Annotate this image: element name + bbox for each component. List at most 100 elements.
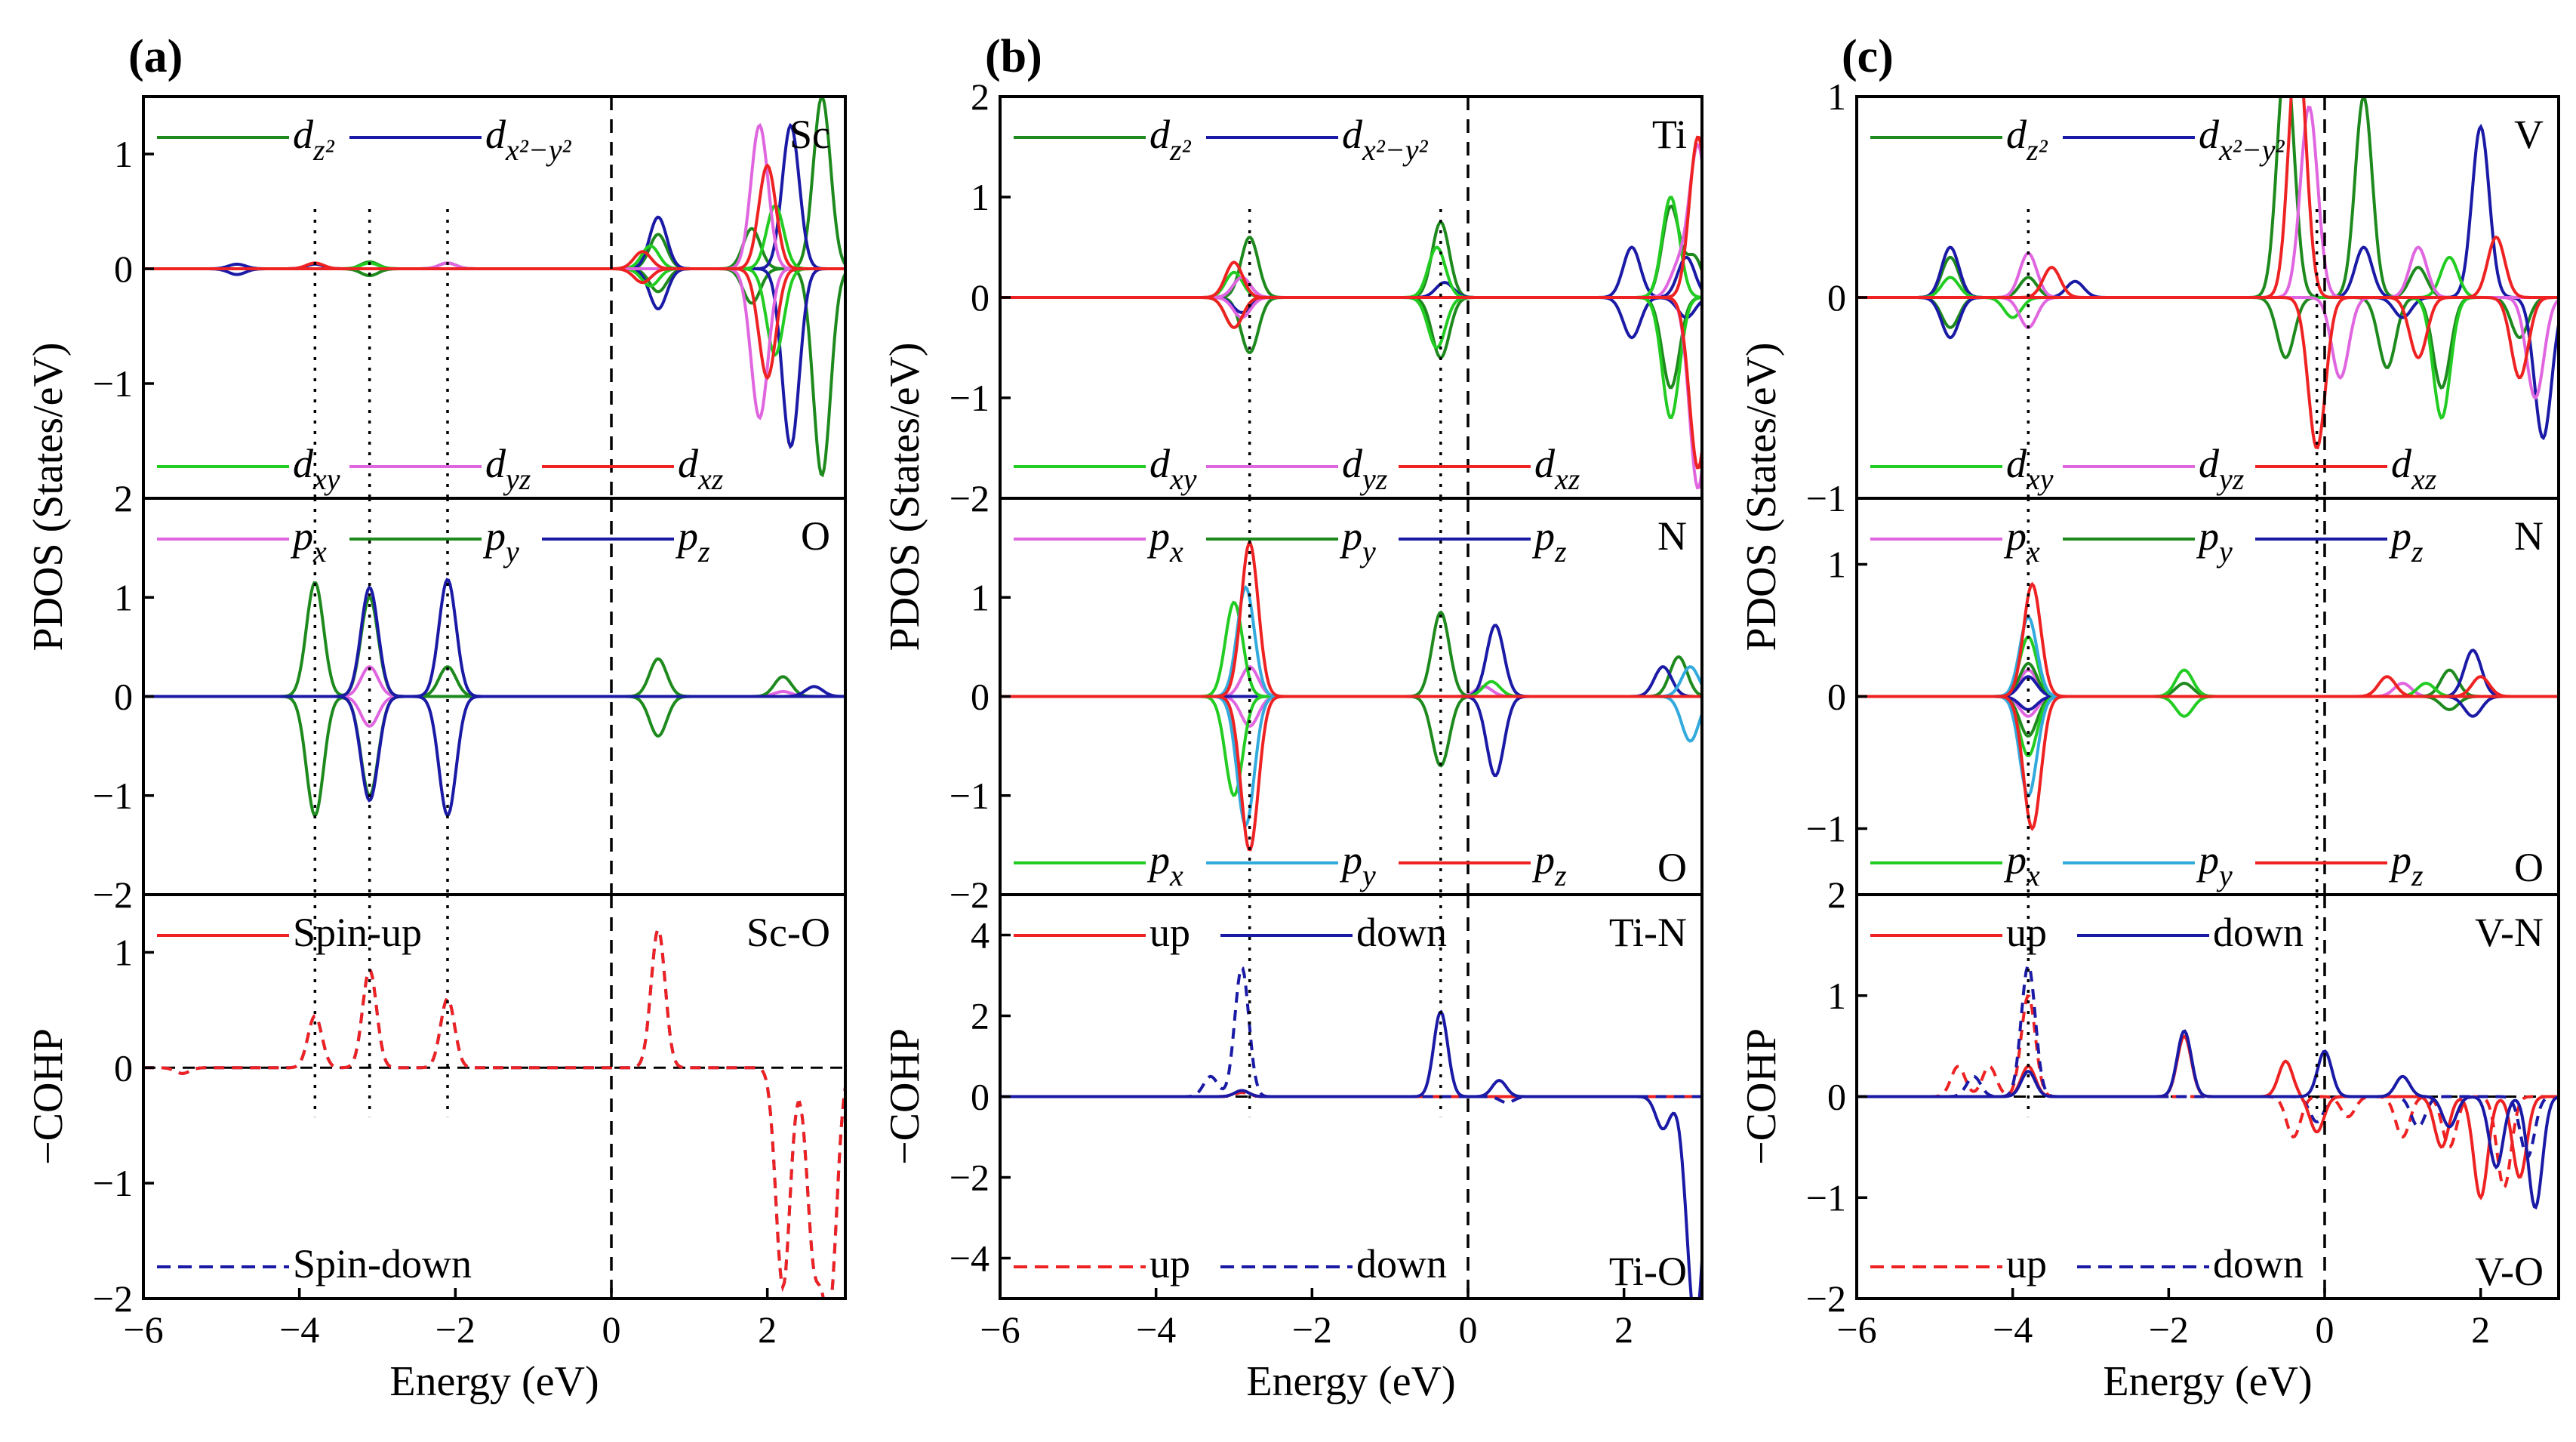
panel-a: (a) 1 0 −1 2 Sc dz² dx²−y² dxy dyz dxz 2 1 0 −1 −2 Opx py… [25,31,847,1405]
panel-label: (a) [128,31,183,82]
legend-label: dxy [293,441,340,496]
element-label: Sc [789,112,830,157]
series-o-px-spin-down [1857,695,2559,758]
y-tick-label: 2 [114,477,133,519]
x-tick-label: −2 [2149,1308,2189,1351]
x-tick-label: −2 [1292,1308,1332,1351]
subplot-n-and-o-p-orbital-pdos: 2 1 0 −1 −2 N Opx py pz px py pz [949,477,1703,916]
series-dx2-y2-spin-down [1000,296,1702,340]
legend-label: px [2003,837,2040,892]
series-px [143,665,845,698]
y-tick-label: 2 [971,477,989,519]
legend-label: dyz [1342,441,1388,496]
y-tick-label: 2 [1827,874,1846,916]
series-o-pz [1000,541,1702,698]
plot-area [1857,581,2559,831]
element-label: Ti-N [1609,910,1687,955]
y-tick-label: 4 [971,914,989,957]
y-tick-label: 0 [114,248,133,290]
series-n-pz [1000,624,1702,698]
legend: px py pz [1870,513,2424,568]
y-tick-label: 0 [114,1046,133,1089]
legend-label: dx²−y² [1342,112,1428,167]
legend-label: pz [1531,513,1567,568]
series-spin-down [143,926,845,1299]
legend-label: dxy [2006,441,2054,496]
series-n-py [1000,610,1702,698]
series-dx2-y2-spin-down [1857,296,2559,441]
y-tick-label: 1 [971,576,989,618]
legend-label: down [1356,1241,1447,1286]
series-dxy [1000,196,1702,299]
legend-label: pz [2388,513,2424,568]
y-tick-label: −2 [93,1277,133,1320]
legend: up down [1870,1241,2304,1286]
series-o-py-spin-down [1000,695,1702,828]
legend-label: up [1150,910,1190,955]
legend-label: up [1150,1241,1190,1286]
legend-label: dz² [293,112,335,167]
legend-label: dz² [2006,112,2048,167]
legend-label: px [290,513,327,568]
legend: px py pz [157,513,710,568]
legend-label: px [1146,837,1183,892]
y-tick-label: −2 [949,477,989,519]
y-tick-label: −2 [949,874,989,916]
series-o-py [1000,585,1702,698]
series-n-pz-spin-down [1000,695,1702,778]
y-tick-label: 2 [971,995,989,1037]
y-tick-label: 2 [114,477,133,519]
series-n-py-spin-down [1000,695,1702,768]
y-tick-label: 0 [1827,1076,1846,1118]
legend: up down [1014,1241,1447,1286]
series-o-pz-spin-down [1857,695,2559,831]
element-label-bottom: Ti-O [1609,1249,1687,1294]
plot-area [1000,135,1702,490]
subplot-sc-d-orbital-pdos: 1 0 −1 2 Sc dz² dx²−y² dxy dyz dxz [93,95,847,519]
series-ti-o-down [1000,966,1702,1105]
element-label: Ti [1652,112,1687,157]
y-tick-label: 1 [971,176,989,218]
y-tick-label: −2 [1806,1277,1846,1320]
series-pz-spin-down [143,695,845,818]
x-tick-label: 0 [2316,1308,2334,1351]
legend: dxy dyz dxz [157,441,724,496]
element-label-bottom: V-O [2475,1249,2544,1294]
legend-label: down [1356,910,1447,955]
plot-area [143,926,845,1299]
legend: dxy dyz dxz [1014,441,1580,496]
panel-label: (b) [985,31,1042,82]
series-o-pz-spin-down [1000,695,1702,852]
y-tick-label: −1 [1806,477,1846,519]
x-tick-label: −6 [1836,1308,1876,1351]
y-tick-label: −1 [1806,1176,1846,1219]
legend: Spin-down [157,1241,472,1286]
y-tick-label: 1 [1827,544,1846,586]
element-label-bottom: O [1657,845,1687,890]
y-tick-label: 0 [114,676,133,718]
legend-label: pz [2388,837,2424,892]
series-dyz-spin-down [143,267,845,421]
legend-label: dx²−y² [485,112,571,167]
series-dxz [1000,135,1702,299]
plot-area [143,97,845,478]
series-o-pz [1857,581,2559,698]
subplot-n-and-o-p-orbital-pdos: 1 0 −1 N Opx py pz px py pz [1806,497,2560,896]
subplot-sc-o-cohp: 1 0 −1 −2 Sc-O Spin-up Spin-down [93,893,847,1320]
series-dx2-y2 [1000,245,1702,299]
y-tick-label: −1 [949,377,989,419]
series-v-o-up [1857,994,2559,1190]
x-tick-label: −6 [980,1308,1020,1351]
legend-label: py [1339,837,1376,892]
legend: dz² dx²−y² [1014,112,1428,167]
legend-label: down [2213,1241,2304,1286]
x-tick-label: −4 [279,1308,319,1351]
subplot-v-n-and-v-o-cohp: 2 1 0 −1 −2 V-N V-O up down up down [1806,874,2560,1320]
y-tick-label: 1 [114,931,133,973]
y-tick-label: −4 [949,1237,989,1280]
series-py-spin-down [143,695,845,817]
series-dx2-y2-spin-down [143,267,845,450]
legend-label: py [2196,837,2233,892]
